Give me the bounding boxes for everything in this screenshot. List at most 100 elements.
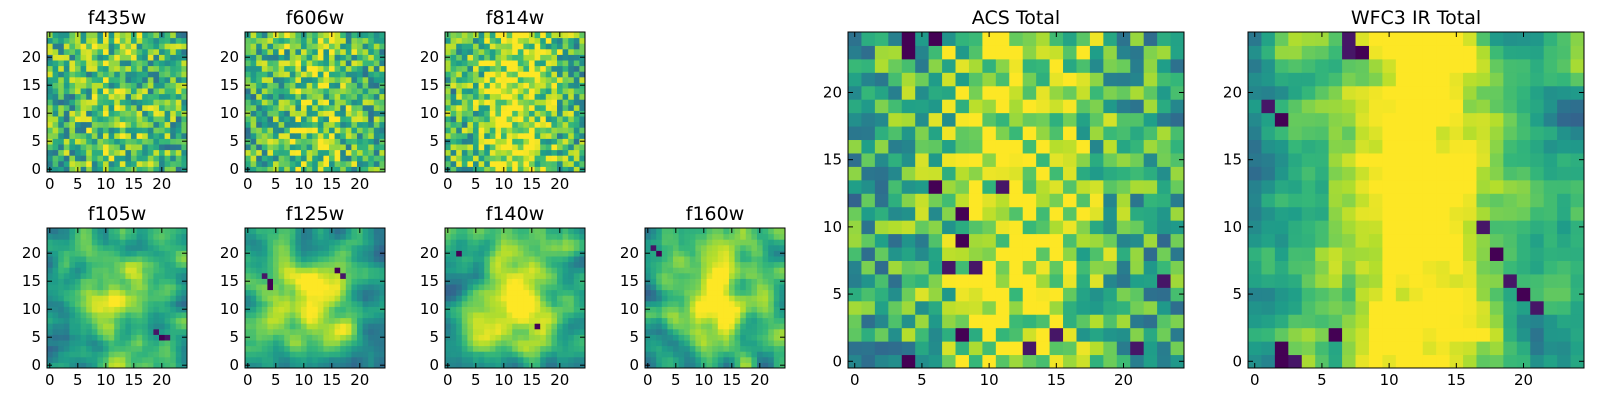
heatmap-cell: [80, 160, 87, 167]
heatmap-cell: [573, 166, 580, 173]
heatmap-cell: [108, 334, 115, 341]
heatmap-cell: [273, 149, 280, 156]
heatmap-cell: [368, 267, 375, 274]
heatmap-cell: [97, 351, 104, 358]
heatmap-cell: [523, 228, 530, 235]
heatmap-cell: [968, 233, 983, 248]
heatmap-cell: [768, 334, 775, 341]
heatmap-cell: [131, 155, 138, 162]
heatmap-cell: [170, 244, 177, 251]
heatmap-cell: [888, 354, 903, 369]
heatmap-cell: [340, 250, 347, 257]
heatmap-cell: [295, 82, 302, 89]
heatmap-cell: [362, 250, 369, 257]
heatmap-cell: [529, 244, 536, 251]
heatmap-cell: [534, 110, 541, 117]
heatmap-cell: [534, 43, 541, 50]
heatmap-cell: [762, 295, 769, 302]
heatmap-cell: [91, 32, 98, 39]
heatmap-cell: [968, 193, 983, 208]
heatmap-cell: [523, 76, 530, 83]
heatmap-cell: [153, 328, 160, 335]
heatmap-cell: [334, 132, 341, 139]
heatmap-cell: [506, 37, 513, 44]
heatmap-cell: [450, 149, 457, 156]
heatmap-cell: [501, 116, 508, 123]
heatmap-cell: [97, 37, 104, 44]
heatmap-cell: [645, 267, 652, 274]
heatmap-cell: [340, 351, 347, 358]
heatmap-cell: [501, 121, 508, 128]
heatmap-cell: [506, 116, 513, 123]
heatmap-cell: [757, 261, 764, 268]
heatmap-cell: [461, 261, 468, 268]
heatmap-cell: [58, 54, 65, 61]
heatmap-cell: [295, 306, 302, 313]
heatmap-cell: [745, 289, 752, 296]
heatmap-cell: [501, 312, 508, 319]
heatmap-cell: [751, 228, 758, 235]
heatmap-cell: [523, 144, 530, 151]
heatmap-cell: [1170, 327, 1185, 342]
heatmap-cell: [357, 256, 364, 263]
heatmap-cell: [273, 267, 280, 274]
heatmap-cell: [779, 351, 786, 358]
heatmap-cell: [69, 93, 76, 100]
heatmap-cell: [334, 138, 341, 145]
heatmap-cell: [661, 233, 668, 240]
heatmap-cell: [329, 356, 336, 363]
heatmap-cell: [312, 345, 319, 352]
heatmap-cell: [295, 289, 302, 296]
heatmap-cell: [667, 228, 674, 235]
heatmap-cell: [47, 328, 54, 335]
heatmap-cell: [284, 289, 291, 296]
heatmap-cell: [467, 132, 474, 139]
heatmap-cell: [467, 32, 474, 39]
heatmap-cell: [295, 99, 302, 106]
heatmap-cell: [695, 278, 702, 285]
heatmap-cell: [273, 76, 280, 83]
heatmap-cell: [284, 71, 291, 78]
heatmap-cell: [362, 65, 369, 72]
heatmap-cell: [108, 233, 115, 240]
heatmap-cell: [517, 256, 524, 263]
heatmap-cell: [267, 362, 274, 369]
heatmap-cell: [1009, 273, 1024, 288]
heatmap-cell: [312, 239, 319, 246]
heatmap-cell: [80, 166, 87, 173]
heatmap-cell: [512, 76, 519, 83]
heatmap-cell: [52, 104, 59, 111]
heatmap-cell: [495, 334, 502, 341]
heatmap-cell: [445, 132, 452, 139]
heatmap-cell: [667, 233, 674, 240]
heatmap-cell: [153, 256, 160, 263]
heatmap-cell: [545, 65, 552, 72]
heatmap-cell: [86, 71, 93, 78]
heatmap-cell: [734, 351, 741, 358]
heatmap-cell: [557, 233, 564, 240]
heatmap-cell: [114, 88, 121, 95]
heatmap-cell: [729, 323, 736, 330]
heatmap-cell: [512, 345, 519, 352]
heatmap-cell: [773, 244, 780, 251]
heatmap-cell: [495, 256, 502, 263]
heatmap-cell: [114, 267, 121, 274]
heatmap-cell: [928, 341, 943, 356]
heatmap-cell: [142, 351, 149, 358]
heatmap-cell: [650, 278, 657, 285]
heatmap-cell: [573, 334, 580, 341]
heatmap-cells: [645, 228, 786, 369]
heatmap-cell: [534, 48, 541, 55]
heatmap-cell: [317, 284, 324, 291]
heatmap-cell: [362, 295, 369, 302]
heatmap-cell: [901, 341, 916, 356]
heatmap-cell: [170, 312, 177, 319]
heatmap-cell: [461, 362, 468, 369]
heatmap-cell: [306, 244, 313, 251]
heatmap-cell: [695, 312, 702, 319]
heatmap-cell: [968, 179, 983, 194]
heatmap-cell: [136, 37, 143, 44]
heatmap-cell: [147, 328, 154, 335]
heatmap-cell: [534, 228, 541, 235]
heatmap-cell: [147, 37, 154, 44]
